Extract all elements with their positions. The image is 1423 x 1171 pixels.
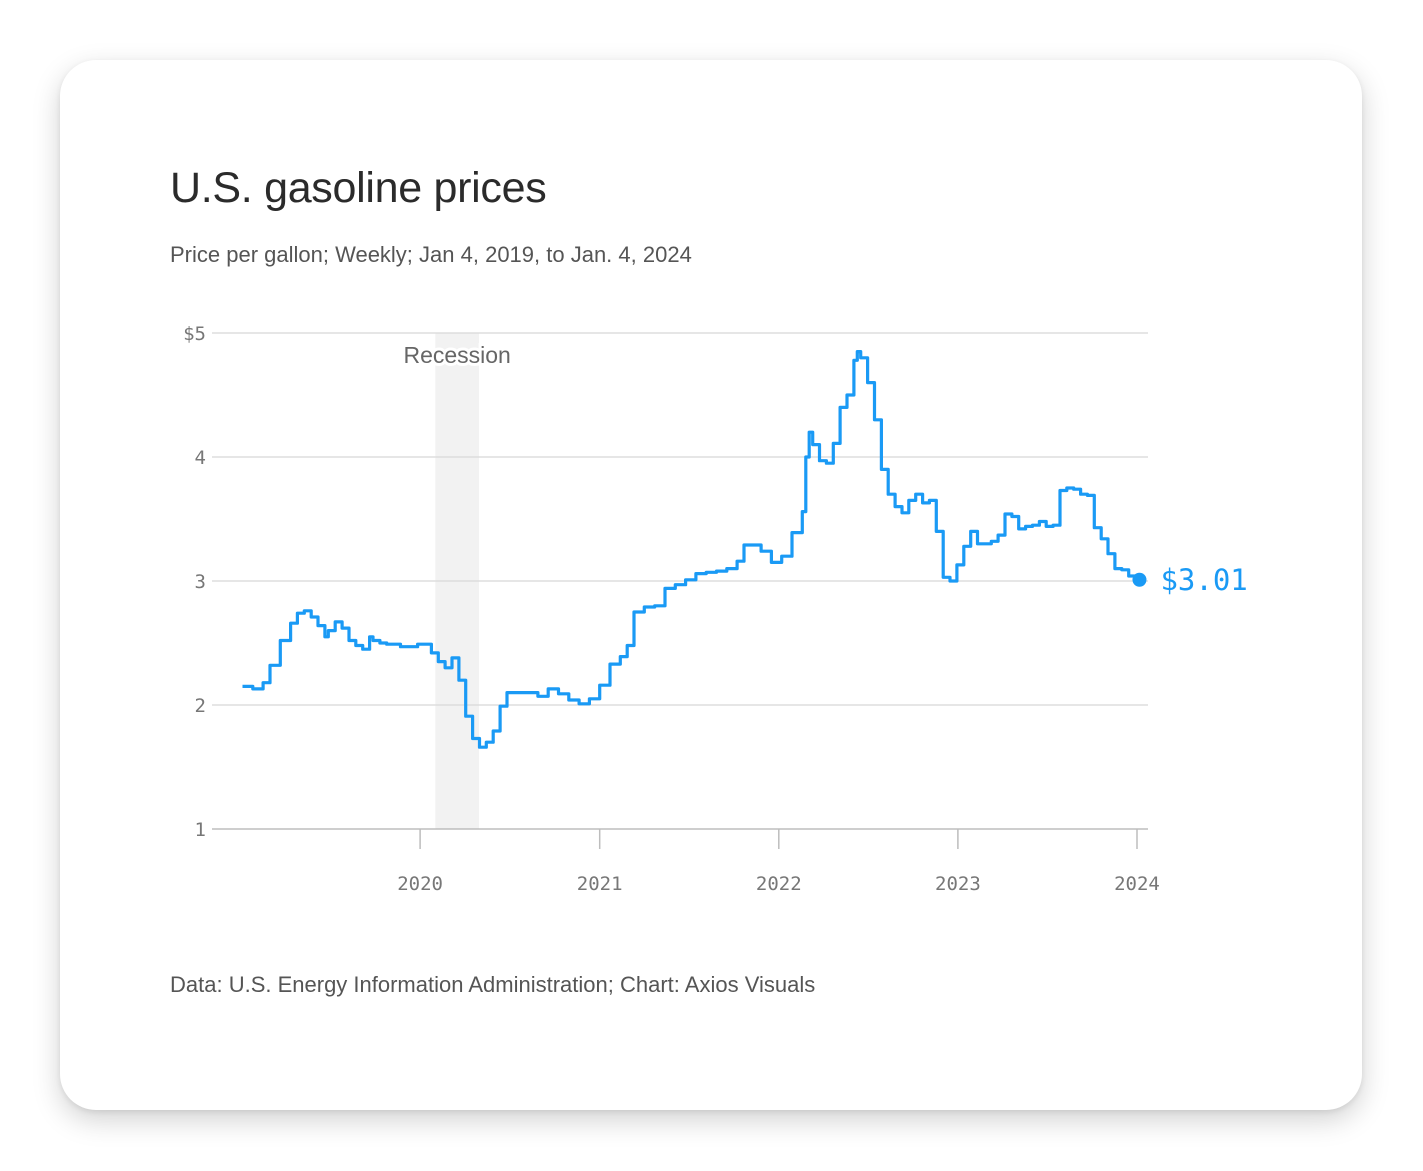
y-tick-label: 4: [195, 447, 206, 469]
chart-source: Data: U.S. Energy Information Administra…: [170, 972, 816, 997]
chart-card: U.S. gasoline prices Price per gallon; W…: [60, 60, 1362, 1110]
chart-title: U.S. gasoline prices: [170, 164, 547, 212]
y-tick-label: 3: [195, 571, 206, 593]
y-tick-label: 1: [195, 819, 206, 841]
x-tick-label: 2021: [577, 873, 623, 895]
x-axis-ticks: 2020 2021 2022 2023 2024: [397, 829, 1160, 895]
chart-subtitle: Price per gallon; Weekly; Jan 4, 2019, t…: [170, 242, 692, 267]
x-tick-label: 2024: [1114, 873, 1160, 895]
y-axis-ticks: $5 4 3 2 1: [183, 323, 206, 841]
x-tick-label: 2020: [397, 873, 443, 895]
latest-price-dot: [1132, 572, 1147, 587]
recession-label: Recession: [403, 342, 510, 368]
gridlines: [212, 332, 1148, 830]
y-tick-label: 2: [195, 695, 206, 717]
x-tick-label: 2022: [756, 873, 802, 895]
latest-price-label: $3.01: [1160, 563, 1247, 597]
y-tick-label: $5: [183, 323, 206, 345]
gas-price-line: [242, 350, 1139, 749]
x-tick-label: 2023: [935, 873, 981, 895]
